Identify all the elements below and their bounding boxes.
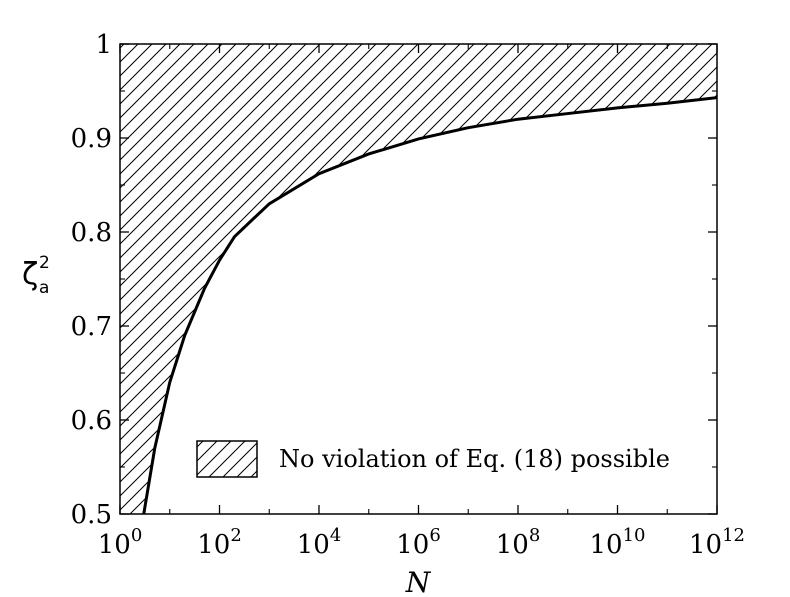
hatched-region [120,44,717,514]
y-tick-label: 1 [95,30,112,60]
x-tick-label: 108 [496,525,541,560]
x-axis-label: N [405,566,432,597]
y-tick-label: 0.8 [71,218,112,248]
y-tick-label: 0.6 [71,406,112,436]
y-axis-label-superscript: 2 [39,253,50,273]
y-axis-label-symbol: ζ [22,257,38,292]
plot-frame [119,43,718,515]
x-tick-label: 1012 [689,525,745,560]
x-tick-label: 1010 [590,525,646,560]
y-axis-label: ζ 2 a [22,253,50,298]
legend-label: No violation of Eq. (18) possible [279,445,670,473]
x-tick-labels: 100 102 104 106 108 1010 1012 [98,525,745,560]
legend-swatch [196,440,258,478]
x-tick-label: 106 [396,525,441,560]
y-tick-label: 0.9 [71,124,112,154]
y-tick-labels: 0.5 0.6 0.7 0.8 0.9 1 [71,30,112,530]
x-tick-label: 102 [197,525,242,560]
y-tick-label: 0.7 [71,312,112,342]
x-tick-label: 104 [297,525,342,560]
y-tick-label: 0.5 [71,500,112,530]
y-axis-label-subscript: a [39,278,49,298]
legend: No violation of Eq. (18) possible [196,440,670,478]
x-tick-label: 100 [98,525,143,560]
boundary-curve [142,96,717,514]
